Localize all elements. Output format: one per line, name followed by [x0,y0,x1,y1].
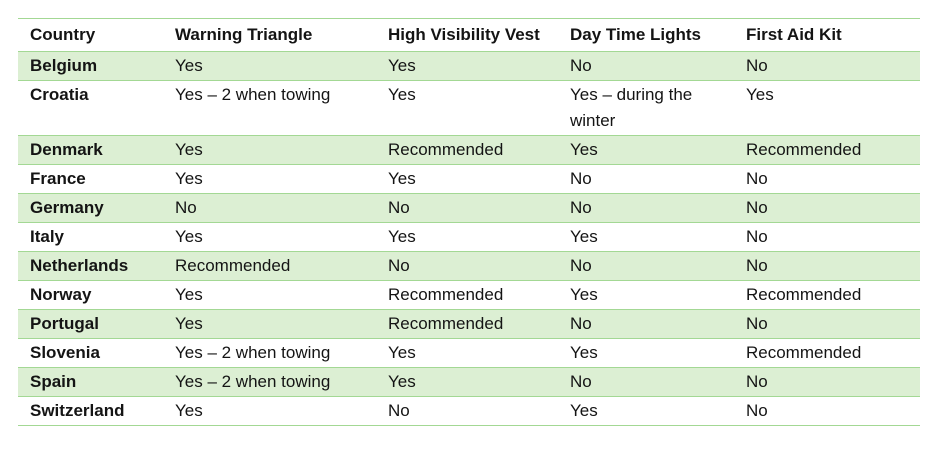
day-time-lights-cell: Yes [558,396,734,426]
table-row: Norway Yes Recommended Yes Recommended [18,280,920,310]
table-row: France Yes Yes No No [18,164,920,194]
country-cell: Slovenia [18,338,163,368]
high-visibility-vest-cell: Yes [376,80,558,136]
table-row: Italy Yes Yes Yes No [18,222,920,252]
warning-triangle-cell: Yes [163,135,376,165]
header-row: Country Warning Triangle High Visibility… [18,18,920,52]
warning-triangle-cell: Yes [163,222,376,252]
day-time-lights-cell: No [558,251,734,281]
warning-triangle-cell: Yes – 2 when towing [163,338,376,368]
warning-triangle-cell: Yes [163,51,376,81]
first-aid-kit-cell: No [734,193,920,223]
country-cell: France [18,164,163,194]
first-aid-kit-cell: No [734,164,920,194]
country-cell: Norway [18,280,163,310]
country-cell: Switzerland [18,396,163,426]
day-time-lights-cell: No [558,164,734,194]
high-visibility-vest-cell: No [376,251,558,281]
country-cell: Germany [18,193,163,223]
first-aid-kit-cell: No [734,251,920,281]
column-header-high-visibility-vest: High Visibility Vest [376,18,558,52]
document-page: Country Warning Triangle High Visibility… [18,18,920,426]
table-row: Spain Yes – 2 when towing Yes No No [18,367,920,397]
first-aid-kit-cell: No [734,396,920,426]
day-time-lights-cell: Yes [558,280,734,310]
first-aid-kit-cell: Recommended [734,338,920,368]
day-time-lights-cell: Yes [558,222,734,252]
day-time-lights-cell: No [558,193,734,223]
day-time-lights-cell: Yes – during the winter [558,80,734,136]
high-visibility-vest-cell: Yes [376,367,558,397]
day-time-lights-cell: Yes [558,135,734,165]
first-aid-kit-cell: Recommended [734,280,920,310]
warning-triangle-cell: Yes – 2 when towing [163,367,376,397]
table-row: Croatia Yes – 2 when towing Yes Yes – durin… [18,80,920,136]
table-row: Germany No No No No [18,193,920,223]
country-cell: Portugal [18,309,163,339]
first-aid-kit-cell: Yes [734,80,920,136]
warning-triangle-cell: Yes [163,396,376,426]
first-aid-kit-cell: No [734,222,920,252]
table-row: Belgium Yes Yes No No [18,51,920,81]
table-row: Slovenia Yes – 2 when towing Yes Yes Recomme… [18,338,920,368]
high-visibility-vest-cell: Yes [376,338,558,368]
high-visibility-vest-cell: Recommended [376,309,558,339]
high-visibility-vest-cell: No [376,193,558,223]
day-time-lights-cell: No [558,51,734,81]
first-aid-kit-cell: No [734,51,920,81]
country-cell: Italy [18,222,163,252]
warning-triangle-cell: No [163,193,376,223]
high-visibility-vest-cell: Yes [376,164,558,194]
table-row: Switzerland Yes No Yes No [18,396,920,426]
table-row: Portugal Yes Recommended No No [18,309,920,339]
high-visibility-vest-cell: Yes [376,222,558,252]
country-cell: Denmark [18,135,163,165]
first-aid-kit-cell: No [734,367,920,397]
table-row: Netherlands Recommended No No No [18,251,920,281]
warning-triangle-cell: Recommended [163,251,376,281]
column-header-day-time-lights: Day Time Lights [558,18,734,52]
high-visibility-vest-cell: Recommended [376,135,558,165]
warning-triangle-cell: Yes [163,309,376,339]
country-cell: Croatia [18,80,163,136]
first-aid-kit-cell: Recommended [734,135,920,165]
country-cell: Belgium [18,51,163,81]
table-header: Country Warning Triangle High Visibility… [18,18,920,52]
column-header-warning-triangle: Warning Triangle [163,18,376,52]
country-cell: Spain [18,367,163,397]
warning-triangle-cell: Yes [163,164,376,194]
table-row: Denmark Yes Recommended Yes Recommended [18,135,920,165]
warning-triangle-cell: Yes – 2 when towing [163,80,376,136]
first-aid-kit-cell: No [734,309,920,339]
column-header-country: Country [18,18,163,52]
day-time-lights-cell: No [558,367,734,397]
driving-requirements-table: Country Warning Triangle High Visibility… [18,18,920,426]
country-cell: Netherlands [18,251,163,281]
day-time-lights-cell: Yes [558,338,734,368]
column-header-first-aid-kit: First Aid Kit [734,18,920,52]
high-visibility-vest-cell: No [376,396,558,426]
warning-triangle-cell: Yes [163,280,376,310]
high-visibility-vest-cell: Yes [376,51,558,81]
day-time-lights-cell: No [558,309,734,339]
high-visibility-vest-cell: Recommended [376,280,558,310]
table-body: Belgium Yes Yes No No Croatia Yes – 2 when tow… [18,51,920,426]
